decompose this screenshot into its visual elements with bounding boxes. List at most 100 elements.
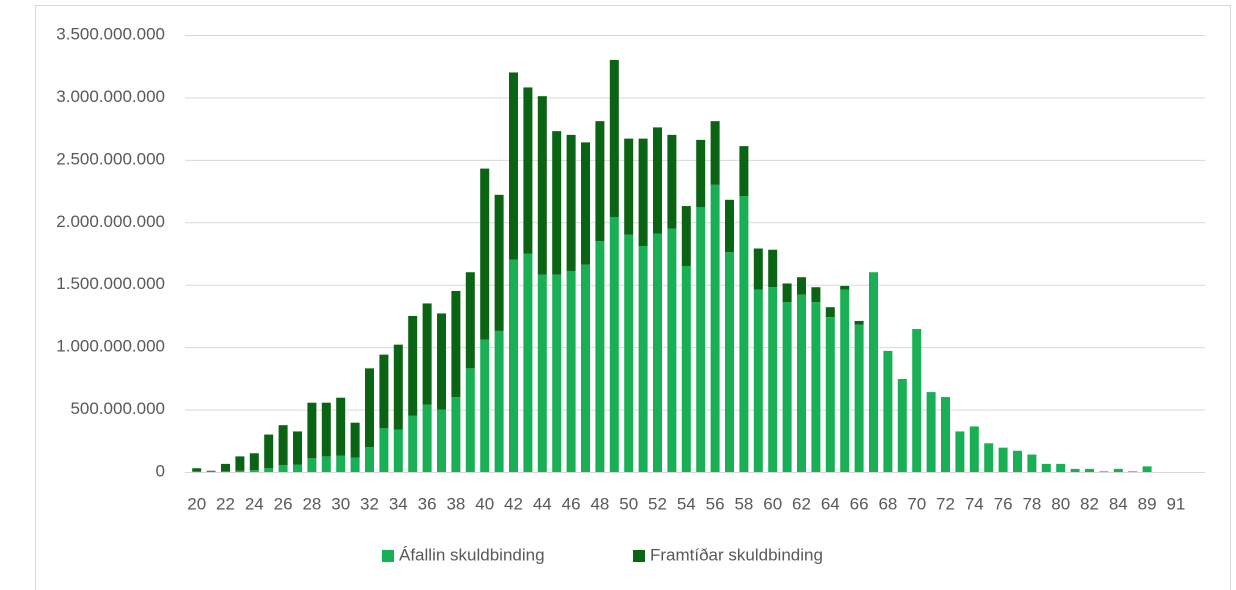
bar [1142, 466, 1152, 472]
bar [350, 457, 360, 472]
bar [667, 228, 677, 472]
bar [739, 196, 749, 472]
bar [465, 272, 475, 369]
x-tick-label: 22 [216, 494, 235, 513]
bar [811, 302, 821, 472]
bar [221, 471, 230, 472]
x-tick-label: 52 [648, 494, 667, 513]
legend-swatch [382, 550, 394, 562]
bar [1113, 468, 1123, 472]
bar [437, 313, 446, 410]
bar [653, 233, 662, 472]
legend-label: Framtíðar skuldbinding [650, 545, 823, 564]
x-tick-label: 76 [994, 494, 1013, 513]
bar [249, 453, 259, 471]
bar [1070, 468, 1080, 472]
bar [653, 127, 662, 234]
bar [1041, 463, 1051, 472]
bar [1099, 471, 1109, 472]
bar [595, 241, 605, 472]
y-tick-label: 500.000.000 [70, 399, 165, 418]
bar [926, 392, 936, 472]
bar [451, 290, 461, 398]
bar [638, 246, 648, 472]
bar [825, 307, 835, 318]
y-tick-label: 1.500.000.000 [56, 274, 165, 293]
y-tick-label: 2.500.000.000 [56, 149, 165, 168]
x-tick-label: 48 [590, 494, 609, 513]
bar [869, 272, 878, 472]
bar [624, 234, 634, 472]
bar [509, 72, 518, 260]
bar [321, 456, 331, 472]
x-tick-label: 74 [965, 494, 984, 513]
bar [523, 87, 533, 254]
bar [523, 253, 533, 472]
bar [1128, 471, 1138, 472]
bar [566, 134, 576, 271]
bar [811, 287, 821, 303]
x-tick-label: 30 [331, 494, 350, 513]
bar [480, 168, 490, 340]
bar [379, 354, 389, 429]
bar [393, 429, 403, 472]
x-tick-label: 50 [619, 494, 638, 513]
bar [494, 330, 504, 472]
bar [422, 303, 432, 405]
bar [797, 277, 806, 295]
bar [840, 289, 850, 472]
bar [235, 456, 245, 471]
bar [1013, 450, 1022, 472]
bar [710, 184, 720, 473]
bar [293, 431, 302, 465]
bar [609, 217, 619, 472]
y-tick-label: 0 [156, 461, 165, 480]
bar [537, 274, 547, 472]
bar [840, 285, 850, 290]
y-tick-label: 3.000.000.000 [56, 87, 165, 106]
bar [321, 402, 331, 457]
bar [465, 368, 475, 472]
bar [797, 294, 806, 472]
x-tick-label: 54 [677, 494, 696, 513]
x-tick-label: 26 [274, 494, 293, 513]
bar [854, 320, 864, 325]
x-tick-label: 78 [1022, 494, 1041, 513]
bar [753, 289, 763, 472]
bar [192, 468, 202, 472]
bar [552, 131, 562, 275]
bar [854, 324, 864, 472]
bar [408, 315, 418, 416]
legend-label: Áfallin skuldbinding [399, 545, 545, 564]
bar [206, 470, 216, 472]
x-tick-label: 66 [850, 494, 869, 513]
x-tick-label: 84 [1109, 494, 1128, 513]
x-tick-label: 68 [878, 494, 897, 513]
bar [336, 397, 346, 456]
bar [768, 287, 778, 472]
x-tick-label: 82 [1080, 494, 1099, 513]
x-tick-label: 91 [1166, 494, 1185, 513]
x-tick-label: 32 [360, 494, 379, 513]
bar [336, 455, 346, 472]
x-tick-label: 44 [533, 494, 552, 513]
bar [955, 431, 965, 472]
bar [437, 409, 446, 472]
y-tick-label: 3.500.000.000 [56, 24, 165, 43]
bar [609, 59, 619, 218]
bar [221, 463, 230, 472]
bar [739, 146, 749, 197]
bar [379, 428, 389, 472]
x-tick-label: 40 [475, 494, 494, 513]
x-tick-label: 72 [936, 494, 955, 513]
bar [1027, 454, 1037, 472]
bar [581, 142, 590, 265]
bar [638, 138, 648, 247]
bar [710, 121, 720, 185]
x-tick-label: 28 [302, 494, 321, 513]
x-tick-label: 62 [792, 494, 811, 513]
bar [509, 259, 518, 472]
bar [307, 458, 317, 472]
bar [422, 404, 432, 472]
x-tick-label: 20 [187, 494, 206, 513]
